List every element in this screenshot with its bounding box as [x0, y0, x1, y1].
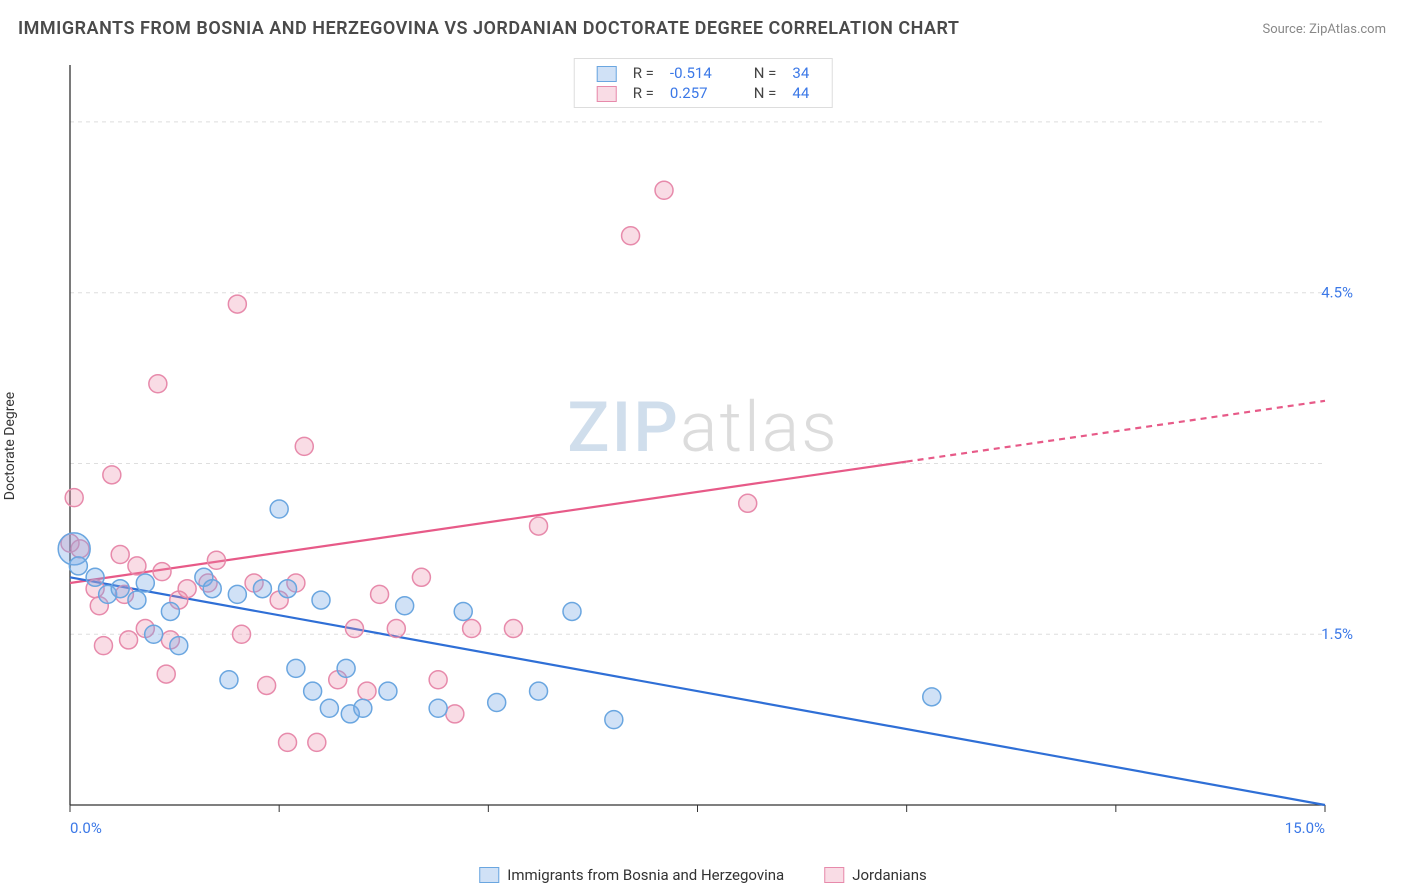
svg-text:1.5%: 1.5%	[1321, 625, 1353, 643]
r-label: R =	[625, 83, 662, 103]
legend-row-jordanian: R = 0.257 N = 44	[589, 83, 818, 103]
scatter-chart: 1.5% 4.5% 0.0% 15.0%	[50, 60, 1360, 838]
n-value-bosnia: 34	[784, 63, 817, 83]
series-label-jordanian: Jordanians	[852, 866, 927, 884]
swatch-jordanian	[824, 867, 844, 883]
swatch-jordanian	[597, 86, 617, 102]
swatch-bosnia	[597, 66, 617, 82]
legend-series: Immigrants from Bosnia and Herzegovina J…	[479, 866, 926, 884]
series-label-bosnia: Immigrants from Bosnia and Herzegovina	[507, 866, 784, 884]
legend-item-bosnia: Immigrants from Bosnia and Herzegovina	[479, 866, 784, 884]
legend-row-bosnia: R = -0.514 N = 34	[589, 63, 818, 83]
n-label: N =	[746, 83, 785, 103]
n-value-jordanian: 44	[784, 83, 817, 103]
legend-stats: R = -0.514 N = 34 R = 0.257 N = 44	[574, 58, 833, 108]
legend-item-jordanian: Jordanians	[824, 866, 927, 884]
n-label: N =	[746, 63, 785, 83]
source-label: Source: ZipAtlas.com	[1262, 22, 1386, 37]
swatch-bosnia	[479, 867, 499, 883]
svg-text:15.0%: 15.0%	[1285, 819, 1325, 837]
svg-text:4.5%: 4.5%	[1321, 284, 1353, 302]
plot-area: 1.5% 4.5% 0.0% 15.0%	[50, 60, 1360, 838]
y-axis-label: Doctorate Degree	[2, 392, 18, 500]
chart-title: IMMIGRANTS FROM BOSNIA AND HERZEGOVINA V…	[18, 18, 960, 39]
r-value-jordanian: 0.257	[662, 83, 720, 103]
svg-text:0.0%: 0.0%	[70, 819, 102, 837]
r-label: R =	[625, 63, 662, 83]
r-value-bosnia: -0.514	[662, 63, 720, 83]
